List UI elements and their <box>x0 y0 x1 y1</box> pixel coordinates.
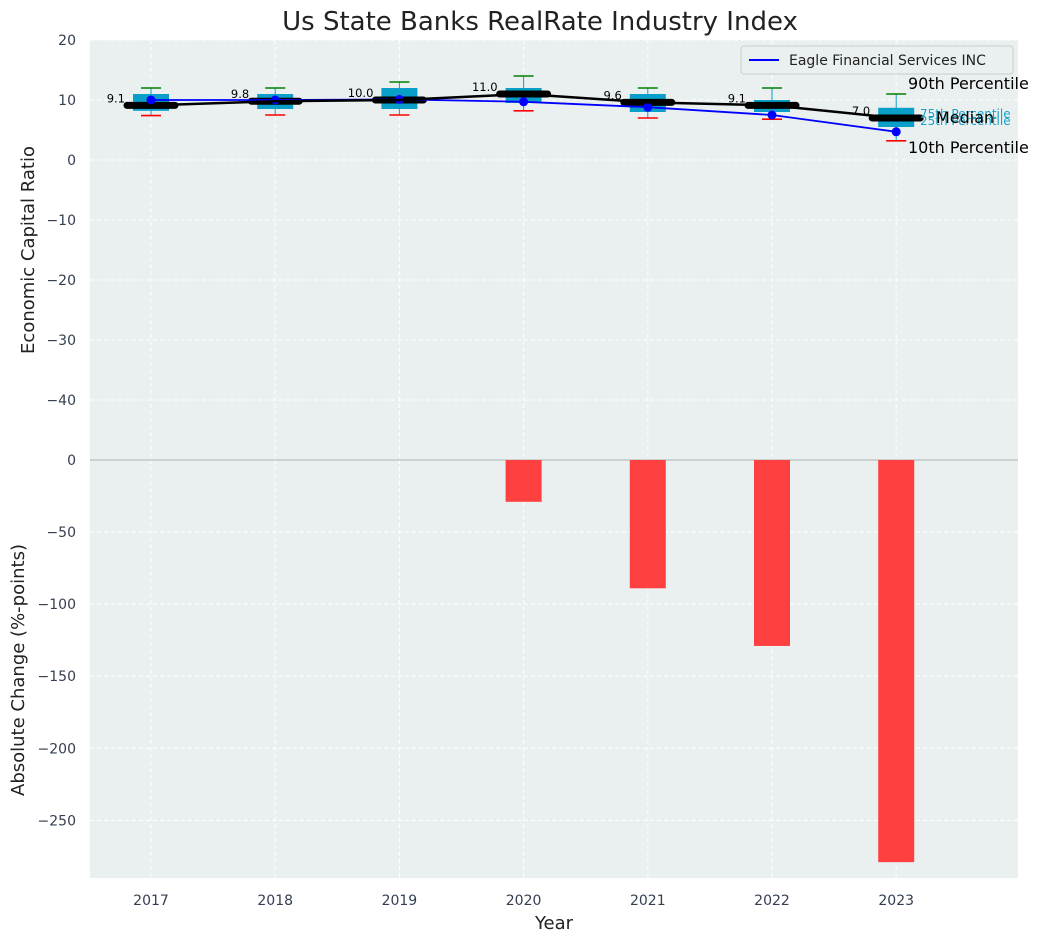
bar-series <box>505 460 915 863</box>
top-gridlines <box>90 39 1018 460</box>
x-tick-label: 2021 <box>630 893 666 909</box>
median-line-series <box>150 92 897 120</box>
legend-label: Eagle Financial Services INC <box>789 53 986 69</box>
bottom-y-tick-label: −50 <box>46 525 76 541</box>
p75-annotation: 75th Percentile <box>920 107 1011 121</box>
legend: Eagle Financial Services INC <box>740 45 1014 75</box>
median-value-labels: 9.1 9.8 10.0 11.0 9.6 9.1 7.0 <box>107 80 870 118</box>
p10-annotation: 10th Percentile <box>908 138 1029 157</box>
legend-box <box>740 45 1014 75</box>
x-tick-labels: 2017 2018 2019 2020 2021 2022 2023 <box>133 893 914 909</box>
company-point <box>891 127 901 137</box>
median-trend-line <box>150 92 897 120</box>
median-value-label: 9.8 <box>231 87 249 101</box>
median-value-label: 10.0 <box>348 86 374 100</box>
company-point <box>643 102 653 112</box>
median-value-label: 7.0 <box>852 104 870 118</box>
p90-annotation: 90th Percentile <box>908 74 1029 93</box>
chart-title: Us State Banks RealRate Industry Index <box>282 7 798 37</box>
x-tick-label: 2019 <box>382 893 418 909</box>
top-y-tick-label: 20 <box>58 33 76 49</box>
top-y-tick-label: 0 <box>67 153 76 169</box>
top-y-axis-label: Economic Capital Ratio <box>18 146 39 354</box>
company-point <box>146 95 156 105</box>
median-value-label: 11.0 <box>472 80 498 94</box>
bottom-y-tick-labels: 0 −50 −100 −150 −200 −250 <box>38 453 76 829</box>
bottom-y-tick-label: −100 <box>38 597 76 613</box>
x-axis-label: Year <box>534 913 574 934</box>
bottom-y-tick-label: −150 <box>38 669 76 685</box>
bottom-panel-background <box>90 460 1018 878</box>
top-panel-background <box>90 40 1018 460</box>
bottom-y-tick-label: −250 <box>38 813 76 829</box>
x-tick-label: 2020 <box>506 893 542 909</box>
median-value-label: 9.1 <box>728 91 746 105</box>
company-point <box>519 97 529 107</box>
change-bar <box>505 460 542 502</box>
company-point <box>767 110 777 120</box>
x-tick-label: 2023 <box>878 893 914 909</box>
bottom-y-axis-label: Absolute Change (%-points) <box>8 544 29 796</box>
top-y-tick-label: −10 <box>46 213 76 229</box>
change-bar <box>878 460 915 863</box>
median-value-label: 9.6 <box>604 88 622 102</box>
bottom-y-tick-label: −200 <box>38 741 76 757</box>
change-bar <box>754 460 790 646</box>
change-bar <box>629 460 666 589</box>
top-y-tick-label: −30 <box>46 333 76 349</box>
x-tick-label: 2018 <box>257 893 293 909</box>
top-y-tick-label: 10 <box>58 93 76 109</box>
x-tick-label: 2022 <box>754 893 790 909</box>
median-annotation: Median <box>936 108 994 127</box>
top-y-tick-labels: 20 10 0 −10 −20 −30 −40 <box>46 33 76 409</box>
bottom-gridlines <box>90 460 1018 878</box>
median-value-label: 9.1 <box>107 91 125 105</box>
top-y-tick-label: −20 <box>46 273 76 289</box>
bottom-y-tick-label: 0 <box>67 453 76 469</box>
x-tick-label: 2017 <box>133 893 169 909</box>
percentile-annotations: 90th Percentile 75th Percentile 25th Per… <box>908 74 1029 157</box>
top-y-tick-label: −40 <box>46 393 76 409</box>
p25-annotation: 25th Percentile <box>920 114 1011 128</box>
